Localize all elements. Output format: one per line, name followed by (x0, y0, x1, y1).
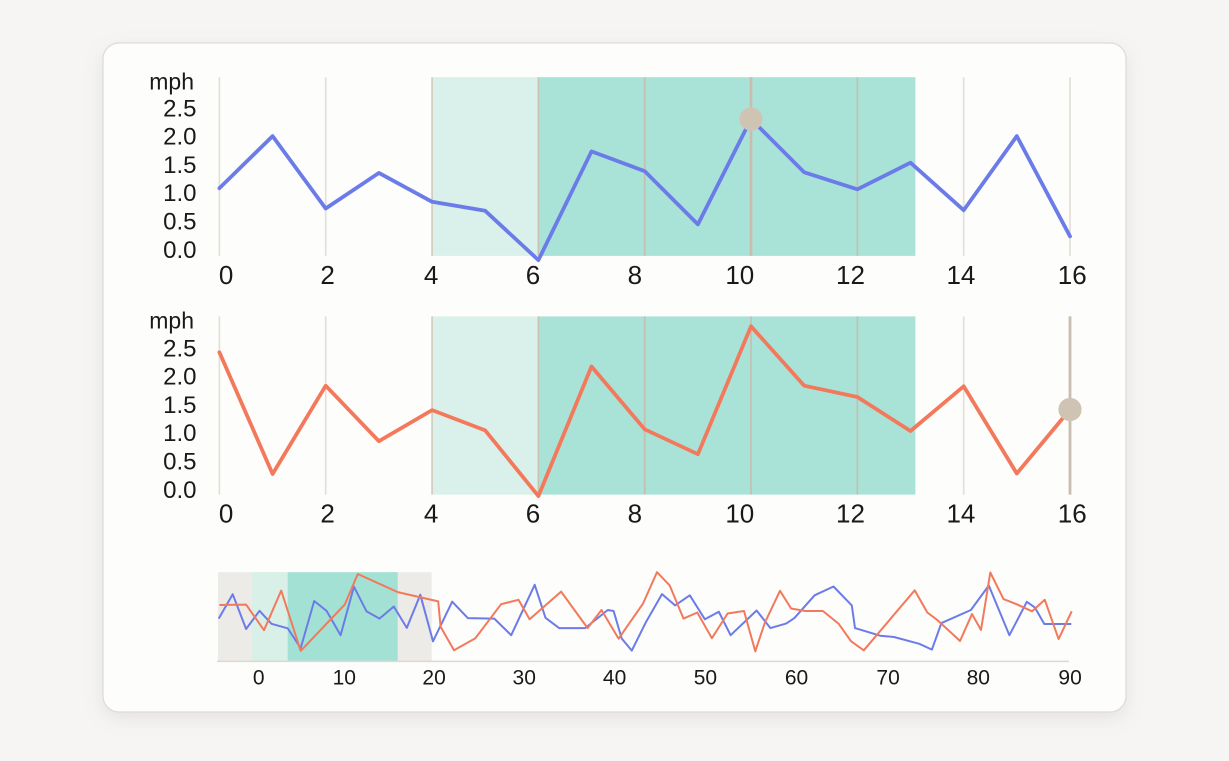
svg-text:0.0: 0.0 (163, 237, 196, 264)
svg-text:20: 20 (422, 667, 445, 690)
svg-text:60: 60 (785, 667, 808, 690)
svg-text:1.0: 1.0 (163, 180, 196, 207)
svg-text:2.0: 2.0 (163, 364, 196, 391)
svg-text:70: 70 (876, 667, 899, 690)
svg-text:90: 90 (1058, 667, 1081, 690)
svg-text:mph: mph (149, 69, 194, 95)
svg-text:10: 10 (725, 260, 754, 290)
svg-text:12: 12 (836, 499, 865, 529)
svg-text:0.5: 0.5 (163, 449, 196, 476)
svg-text:12: 12 (836, 260, 865, 290)
svg-text:8: 8 (628, 499, 642, 529)
svg-text:14: 14 (946, 260, 975, 290)
svg-text:1.5: 1.5 (163, 392, 196, 419)
svg-text:4: 4 (424, 499, 438, 529)
svg-text:10: 10 (725, 499, 754, 529)
svg-text:2: 2 (320, 260, 334, 290)
svg-text:40: 40 (603, 667, 626, 690)
svg-text:2.5: 2.5 (163, 95, 196, 122)
svg-text:0.0: 0.0 (163, 477, 196, 504)
svg-text:16: 16 (1058, 260, 1087, 290)
svg-text:6: 6 (526, 499, 540, 529)
svg-text:4: 4 (424, 260, 438, 290)
svg-text:8: 8 (628, 260, 642, 290)
svg-text:2.0: 2.0 (163, 124, 196, 151)
svg-text:16: 16 (1058, 499, 1087, 529)
svg-text:2.5: 2.5 (163, 335, 196, 362)
svg-text:0: 0 (219, 499, 233, 529)
svg-text:0.5: 0.5 (163, 209, 196, 236)
svg-text:30: 30 (513, 667, 536, 690)
svg-text:1.0: 1.0 (163, 420, 196, 447)
svg-text:1.5: 1.5 (163, 152, 196, 179)
svg-text:14: 14 (946, 499, 975, 529)
svg-text:10: 10 (333, 667, 356, 690)
svg-text:0: 0 (219, 260, 233, 290)
svg-text:80: 80 (967, 667, 990, 690)
svg-text:mph: mph (149, 308, 194, 334)
svg-text:50: 50 (694, 667, 717, 690)
svg-text:2: 2 (320, 499, 334, 529)
svg-text:0: 0 (253, 667, 265, 690)
svg-text:6: 6 (526, 260, 540, 290)
